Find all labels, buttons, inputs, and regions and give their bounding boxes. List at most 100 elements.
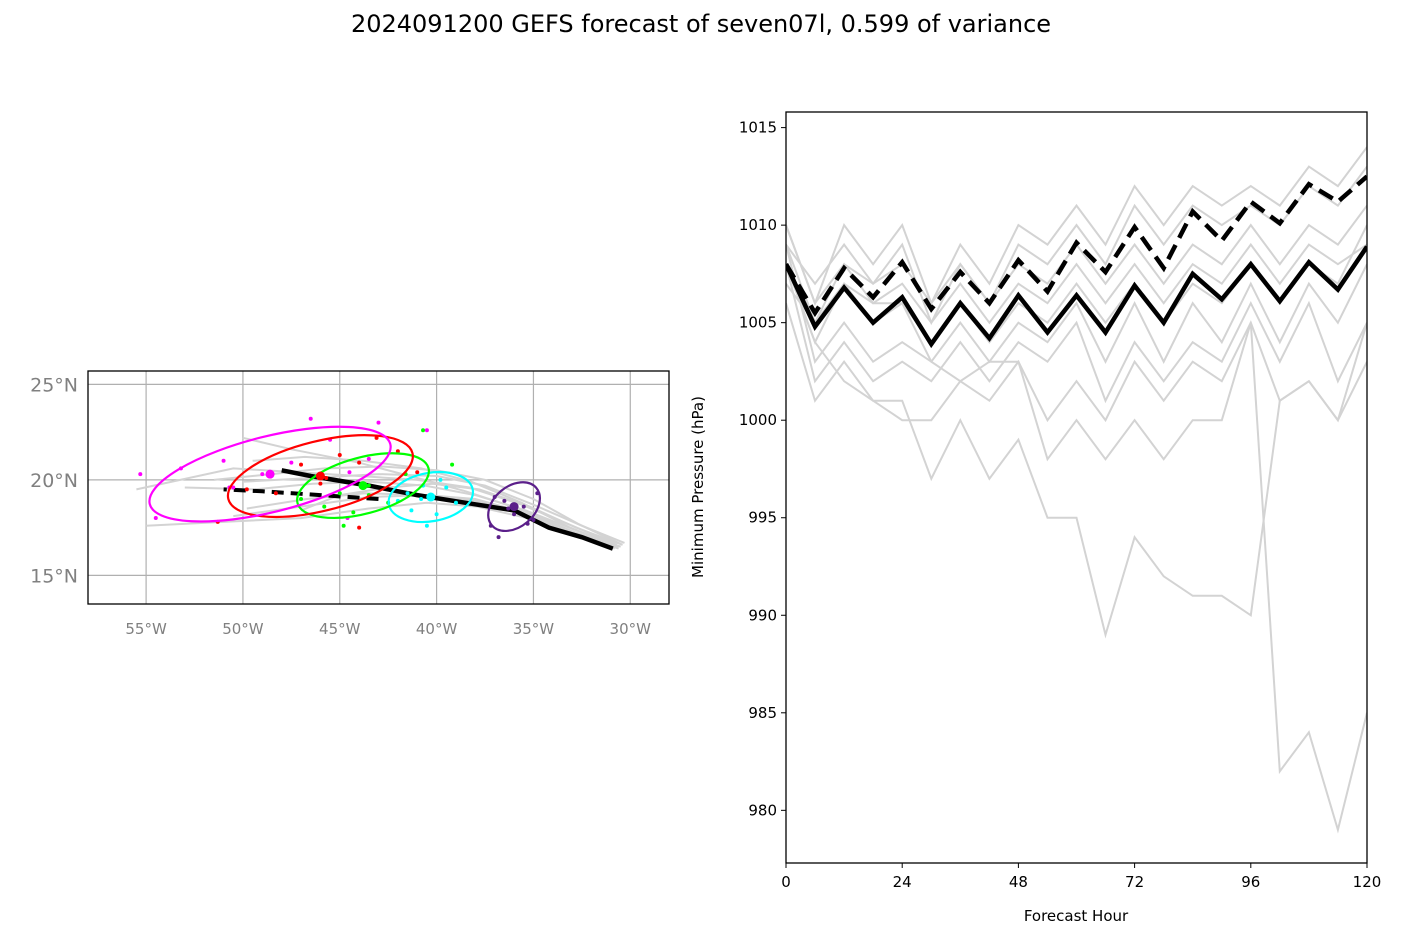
member-position-point [424, 523, 429, 528]
map-xtick-label: 55°W [125, 620, 167, 638]
member-position-point [453, 500, 458, 505]
member-position-point [324, 475, 329, 480]
member-position-point [299, 496, 304, 501]
pressure-axes-frame [785, 111, 1368, 864]
member-position-point [395, 449, 400, 454]
uncertainty-ellipse [387, 470, 475, 524]
member-position-point [521, 504, 526, 509]
member-position-point [512, 512, 517, 517]
pressure-xtick-label: 72 [1125, 873, 1144, 891]
member-pressure-line [786, 263, 1367, 639]
member-position-point [366, 456, 371, 461]
member-position-point [366, 483, 371, 488]
member-position-point [444, 485, 449, 490]
pressure-ytick-label: 990 [748, 606, 777, 624]
figure-title: 2024091200 GEFS forecast of seven07l, 0.… [350, 10, 1052, 38]
member-pressure-line [786, 282, 1367, 834]
mean-track-line [281, 468, 614, 551]
map-axes-frame [87, 370, 670, 605]
member-position-point [231, 485, 236, 490]
pressure-ytick-label: 1015 [739, 119, 777, 137]
member-position-point [138, 472, 143, 477]
member-position-point [502, 498, 507, 503]
uncertainty-ellipse [487, 481, 541, 533]
member-position-point [506, 506, 511, 511]
ellipse-center-point [358, 481, 368, 491]
pressure-ytick-label: 980 [748, 801, 777, 819]
member-position-point [374, 435, 379, 440]
member-position-point [421, 428, 426, 433]
ellipse-center-point [426, 492, 436, 502]
member-position-point [419, 496, 424, 501]
member-position-point [450, 462, 455, 467]
member-track-line [136, 467, 618, 546]
pressure-xtick-label: 120 [1353, 873, 1382, 891]
uncertainty-ellipse [226, 434, 414, 519]
member-position-point [376, 420, 381, 425]
member-position-point [434, 512, 439, 517]
member-position-point [415, 470, 420, 475]
pressure-ytick-label: 1000 [739, 411, 777, 429]
pressure-xtick-label: 96 [1241, 873, 1260, 891]
member-position-point [438, 477, 443, 482]
member-position-point [357, 460, 362, 465]
mean-pressure-dashed-line [786, 174, 1367, 318]
member-pressure-line [786, 224, 1367, 325]
ellipse-center-point [315, 471, 325, 481]
member-position-point [318, 481, 323, 486]
member-position-point [322, 504, 327, 509]
member-position-point [337, 491, 342, 496]
member-position-point [409, 508, 414, 513]
ellipse-center-point [265, 469, 275, 479]
pressure-xlabel: Forecast Hour [1024, 907, 1129, 925]
member-track-line [252, 455, 618, 548]
member-position-point [221, 458, 226, 463]
pressure-xtick-label: 48 [1009, 873, 1028, 891]
member-position-point [308, 416, 313, 421]
pressure-plot-area [786, 146, 1367, 834]
member-position-point [260, 472, 265, 477]
member-position-point [299, 462, 304, 467]
member-pressure-line [786, 302, 1367, 423]
map-plot-area [136, 416, 625, 551]
map-xtick-label: 45°W [319, 620, 361, 638]
mean-track-dashed-line [223, 487, 379, 501]
map-tick-labels: 55°W 50°W 45°W 40°W 35°W 30°W 15°N 20°N 25°N [30, 374, 651, 638]
pressure-ticks: 0 24 48 72 96 120 980 985 990 995 1000 1005 1010 1015 [739, 119, 1382, 891]
pressure-xtick-label: 24 [893, 873, 912, 891]
pressure-xtick-label: 0 [781, 873, 791, 891]
map-ytick-label: 20°N [30, 470, 78, 492]
map-ytick-label: 25°N [30, 374, 78, 396]
pressure-ylabel: Minimum Pressure (hPa) [689, 396, 707, 578]
member-position-point [357, 525, 362, 530]
member-position-point [153, 516, 158, 521]
member-position-point [351, 510, 356, 515]
uncertainty-ellipse [148, 425, 392, 523]
mean-pressure-line [786, 245, 1367, 349]
ellipse-center-point [509, 502, 519, 512]
member-position-point [405, 491, 410, 496]
pressure-ytick-label: 1010 [739, 216, 777, 234]
member-pressure-line [786, 263, 1367, 404]
member-position-point [244, 487, 249, 492]
member-position-point [424, 428, 429, 433]
member-position-point [273, 491, 278, 496]
member-position-point [496, 535, 501, 540]
pressure-ytick-label: 985 [748, 704, 777, 722]
member-position-point [289, 460, 294, 465]
member-position-point [337, 453, 342, 458]
pressure-ytick-label: 1005 [739, 314, 777, 332]
map-xtick-label: 35°W [513, 620, 555, 638]
member-pressure-line [786, 146, 1367, 307]
map-xtick-label: 30°W [610, 620, 652, 638]
uncertainty-ellipse [296, 452, 430, 519]
map-ytick-label: 15°N [30, 565, 78, 587]
pressure-ytick-label: 995 [748, 509, 777, 527]
member-position-point [347, 470, 352, 475]
map-xtick-label: 40°W [416, 620, 458, 638]
map-xtick-label: 50°W [222, 620, 264, 638]
member-pressure-line [786, 244, 1367, 364]
member-position-point [341, 523, 346, 528]
member-position-point [531, 517, 536, 522]
